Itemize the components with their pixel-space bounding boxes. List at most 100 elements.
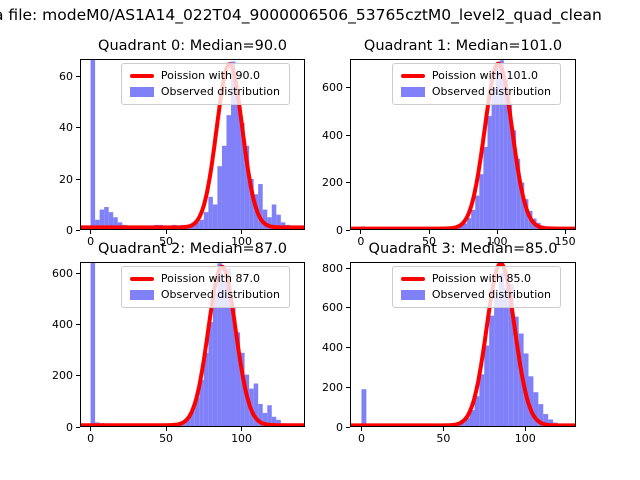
histogram-bar <box>90 59 96 230</box>
histogram-bar <box>244 145 250 230</box>
histogram-bar <box>221 281 227 427</box>
y-tick-label: 200 <box>322 380 343 394</box>
poisson-line-swatch <box>400 74 425 78</box>
y-tick-mark <box>346 347 350 348</box>
histogram-bar <box>474 396 480 427</box>
x-tick-label: 50 <box>436 432 451 445</box>
histogram-bar <box>528 376 534 427</box>
x-tick-label: 50 <box>159 235 174 248</box>
histogram-bar <box>226 115 232 230</box>
histogram-bar <box>516 158 521 230</box>
histogram-bar <box>467 218 472 230</box>
x-tick-label: 0 <box>87 235 95 248</box>
histogram-bar <box>95 219 100 230</box>
histogram-bar <box>212 293 218 427</box>
histogram-bar <box>538 404 544 427</box>
x-tick-label: 0 <box>87 432 95 445</box>
x-tick-label: 100 <box>231 432 253 445</box>
histogram-bar <box>361 389 367 427</box>
histogram-bar <box>194 397 200 427</box>
y-tick-mark <box>346 182 350 183</box>
histogram-bar <box>267 405 272 427</box>
histogram-bar <box>491 87 496 230</box>
histogram-bar <box>484 345 490 427</box>
y-tick-label: 0 <box>336 420 343 434</box>
poisson-line-swatch <box>129 277 154 281</box>
histogram-bar <box>533 392 539 427</box>
histogram-bar <box>520 182 525 230</box>
x-tick-mark <box>564 230 566 234</box>
histogram-bars <box>360 60 562 230</box>
poisson-curve <box>350 262 576 427</box>
histogram-bar <box>459 422 465 427</box>
histogram-bar <box>208 322 213 427</box>
x-tick-mark <box>165 230 167 234</box>
legend-entry-observed: Observed distribution <box>400 288 551 301</box>
y-tick-mark <box>346 386 350 388</box>
histogram-bar <box>217 263 222 427</box>
y-tick-label: 20 <box>59 172 73 186</box>
y-tick-mark <box>346 229 350 231</box>
histogram-bar <box>507 102 513 230</box>
plot-area <box>350 60 576 230</box>
y-tick-mark <box>346 307 350 309</box>
y-tick-mark <box>346 87 350 88</box>
y-tick-label: 600 <box>322 301 343 315</box>
x-tick-mark <box>241 427 243 431</box>
histogram-bar <box>512 130 517 230</box>
x-tick-mark <box>524 427 526 431</box>
histogram-bar <box>190 410 195 427</box>
histogram-bar <box>464 418 470 427</box>
y-tick-mark <box>76 76 80 78</box>
subplot-quadrant-0: 0 50 100 0 20 40 60 Quadrant 0: Median=90.0 Pois… <box>59 38 305 247</box>
x-tick-label: 100 <box>514 432 536 445</box>
histogram-bar <box>267 217 272 230</box>
histogram-bar <box>190 224 195 230</box>
legend-entry-poisson: Poission with 87.0 <box>129 273 280 285</box>
x-tick-mark <box>90 230 92 234</box>
histogram-bar <box>262 209 268 230</box>
histogram-bar <box>240 352 245 427</box>
axes-title: Quadrant 3: Median=85.0 <box>368 241 558 257</box>
histogram-bar <box>113 217 118 230</box>
histogram-bar <box>463 223 468 230</box>
histogram-bar <box>483 146 488 230</box>
histogram-bar <box>235 332 241 427</box>
y-tick-label: 0 <box>66 223 73 237</box>
y-tick-label: 600 <box>52 267 73 280</box>
legend: Poission with 90.0 Observed distribution <box>120 63 290 105</box>
histogram-bar <box>249 178 254 230</box>
x-tick-mark <box>496 230 498 234</box>
y-tick-label: 400 <box>322 128 343 142</box>
histogram-bar <box>181 422 186 427</box>
x-tick-mark <box>360 230 362 234</box>
histogram-bars <box>90 262 295 427</box>
histogram-bar <box>479 174 484 230</box>
histogram-bar <box>271 204 277 230</box>
histogram-bar <box>221 145 227 230</box>
legend-entry-poisson: Poission with 85.0 <box>400 272 551 285</box>
histogram-bar <box>253 383 259 427</box>
histogram-bar <box>489 315 495 427</box>
subplot-quadrant-1: 0 50 100 150 0 200 400 600 Quadrant 1: Median=10… <box>322 38 576 247</box>
poisson-line-swatch <box>129 74 154 78</box>
legend-label-observed: Observed distribution <box>160 85 280 98</box>
histogram-bar <box>108 212 114 230</box>
legend-entry-observed: Observed distribution <box>129 289 280 301</box>
legend-entry-observed: Observed distribution <box>129 85 280 98</box>
legend-label-poisson: Poission with 85.0 <box>431 272 531 285</box>
y-tick-label: 0 <box>66 420 73 434</box>
x-tick-label: 150 <box>554 235 576 248</box>
histogram-bar <box>487 116 492 230</box>
legend-label-observed: Observed distribution <box>431 288 551 301</box>
histogram-bar <box>543 414 549 427</box>
figure-suptitle: a file: modeM0/AS1A14_022T04_9000006506_… <box>0 6 602 24</box>
plot-area <box>80 59 305 230</box>
histogram-bar <box>90 262 96 427</box>
histogram-bar <box>240 122 245 230</box>
histogram-bar <box>231 306 236 427</box>
histogram-bar <box>185 418 191 427</box>
y-tick-mark <box>76 178 80 180</box>
histogram-bar <box>217 166 222 230</box>
